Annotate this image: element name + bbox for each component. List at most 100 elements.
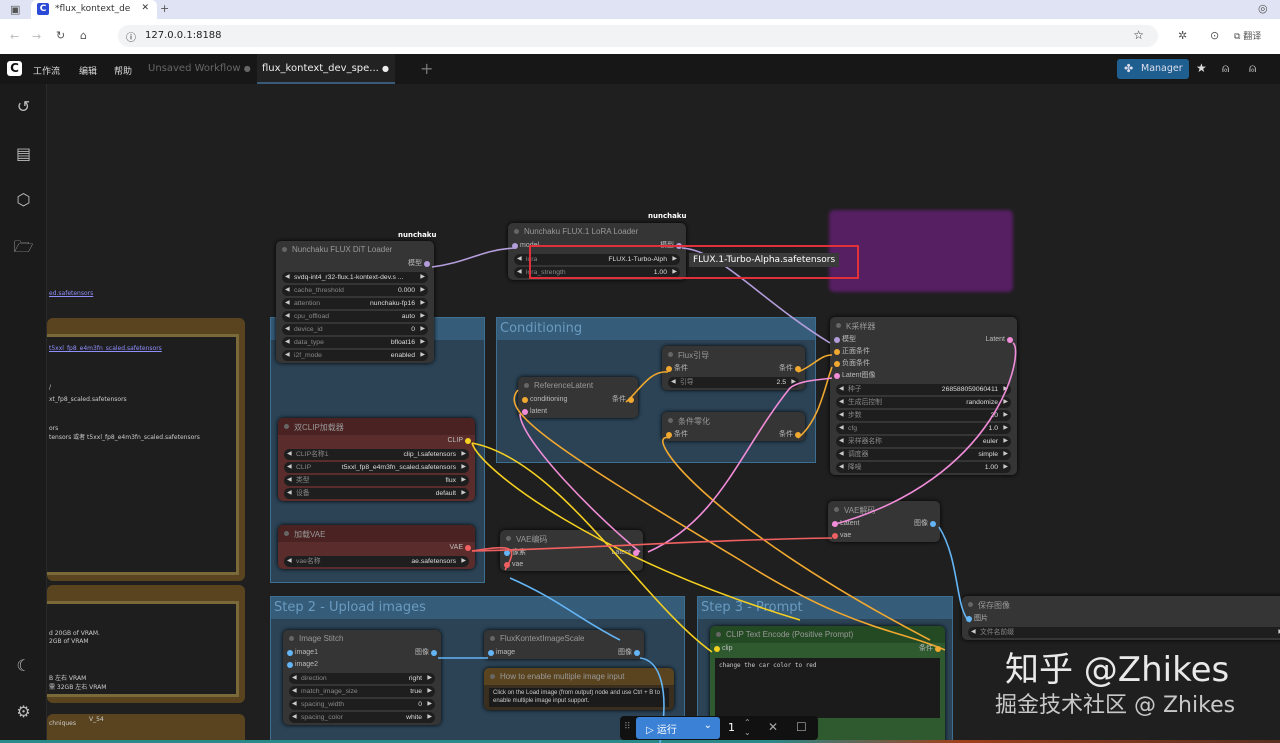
output-slot[interactable]: 图像 bbox=[618, 647, 640, 659]
translate-button[interactable]: ⧉ 翻译 bbox=[1234, 32, 1262, 42]
widget-direction[interactable]: direction right bbox=[289, 673, 435, 684]
node-title[interactable]: 加载VAE bbox=[278, 525, 475, 542]
menu-help[interactable]: 帮助 bbox=[114, 67, 133, 77]
model-icon-2[interactable]: ⍝ bbox=[1249, 61, 1257, 75]
output-slot[interactable]: 条件 bbox=[779, 363, 801, 375]
widget-clip-1[interactable]: CLIP名称1 clip_l.safetensors bbox=[284, 449, 469, 460]
node-dual-clip[interactable]: 双CLIP加载器CLIPCLIP名称1clip_l.safetensorsCLI… bbox=[278, 418, 475, 501]
node-cond-zero[interactable]: 条件零化 条件 条件 bbox=[662, 412, 805, 441]
widget--[interactable]: 采样器名称 euler bbox=[836, 436, 1011, 447]
node-lora-loader[interactable]: Nunchaku FLUX.1 LoRA Loadermodel模型loraFL… bbox=[508, 223, 686, 280]
widget-cpu-offload[interactable]: cpu_offload auto bbox=[282, 311, 428, 322]
widget--[interactable]: 设备 default bbox=[284, 488, 469, 499]
node-image-stitch[interactable]: Image Stitch image1 图像 image2 direction right… bbox=[283, 630, 441, 725]
slot-dot-icon[interactable] bbox=[431, 650, 437, 656]
manager-button[interactable]: ✤ Manager bbox=[1117, 59, 1189, 79]
slot-dot-icon[interactable] bbox=[666, 366, 672, 372]
node-vae-decode[interactable]: VAE解码 Latent 图像 vae bbox=[828, 501, 940, 542]
output-slot[interactable]: CLIP bbox=[447, 435, 471, 447]
batch-count-input[interactable]: 1 bbox=[728, 721, 735, 734]
menu-workflow[interactable]: 工作流 bbox=[33, 67, 61, 77]
slot-dot-icon[interactable] bbox=[834, 349, 840, 355]
node-title[interactable]: 保存图像 bbox=[962, 596, 1280, 613]
input-slot[interactable]: 像素 bbox=[504, 547, 526, 559]
widget--[interactable]: 降噪 1.00 bbox=[836, 462, 1011, 473]
input-slot[interactable]: Latent bbox=[832, 518, 859, 530]
slot-dot-icon[interactable] bbox=[504, 562, 510, 568]
output-slot[interactable]: 图像 bbox=[914, 518, 936, 530]
node-save-image[interactable]: 保存图像图片文件名前缀 bbox=[962, 596, 1280, 640]
browser-tab[interactable]: C *flux_kontext_de ✕ bbox=[31, 0, 157, 19]
widget-vae-[interactable]: vae名称 ae.safetensors bbox=[284, 556, 469, 567]
input-slot[interactable]: 正面条件 bbox=[834, 346, 870, 358]
widget-spacing-color[interactable]: spacing_color white bbox=[289, 712, 435, 723]
downloads-icon[interactable]: ⊙ bbox=[1210, 29, 1220, 42]
slot-dot-icon[interactable] bbox=[795, 432, 801, 438]
output-slot[interactable]: Latent bbox=[612, 547, 639, 559]
bypassed-node[interactable] bbox=[829, 210, 1013, 292]
input-slot[interactable]: 条件 bbox=[666, 429, 688, 441]
site-info-icon[interactable]: ⓘ bbox=[126, 33, 136, 44]
widget--[interactable]: 文件名前缀 bbox=[968, 627, 1280, 638]
widget-lora[interactable]: lora FLUX.1-Turbo-Alph bbox=[514, 254, 680, 265]
slot-dot-icon[interactable] bbox=[488, 650, 494, 656]
widget--[interactable]: 类型 flux bbox=[284, 475, 469, 486]
input-slot[interactable]: vae bbox=[504, 559, 523, 571]
slot-dot-icon[interactable] bbox=[628, 397, 634, 403]
widget--[interactable]: 调度器 simple bbox=[836, 449, 1011, 460]
node-library-cube-icon[interactable]: ⬡ bbox=[16, 190, 31, 209]
node-kontext-scale[interactable]: FluxKontextImageScale image 图像 bbox=[484, 630, 644, 659]
node-title[interactable]: Nunchaku FLUX.1 LoRA Loader bbox=[508, 223, 686, 240]
node-title[interactable]: Nunchaku FLUX DiT Loader bbox=[276, 241, 434, 258]
node-title[interactable]: How to enable multiple image input bbox=[484, 668, 674, 685]
new-workflow-tab-icon[interactable]: + bbox=[420, 59, 434, 78]
home-icon[interactable]: ⌂ bbox=[80, 29, 87, 42]
slot-dot-icon[interactable] bbox=[287, 650, 293, 656]
node-title[interactable]: VAE编码 bbox=[500, 530, 643, 547]
widget-model-name[interactable]: svdq-int4_r32-flux.1-kontext-dev.s ... bbox=[282, 272, 428, 283]
widget--[interactable]: 引导 2.5 bbox=[668, 377, 799, 388]
node-vae-encode[interactable]: VAE编码 像素 Latent vae bbox=[500, 530, 643, 571]
slot-dot-icon[interactable] bbox=[930, 521, 936, 527]
output-slot[interactable]: Latent bbox=[986, 334, 1013, 346]
node-note-multi[interactable]: How to enable multiple image input Click … bbox=[484, 668, 674, 710]
input-slot[interactable]: image bbox=[488, 647, 515, 659]
node-reference-latent[interactable]: ReferenceLatent conditioning 条件 latent bbox=[518, 377, 638, 418]
output-slot[interactable]: 图像 bbox=[415, 647, 437, 659]
model-icon-1[interactable]: ⍝ bbox=[1222, 61, 1230, 75]
url-field[interactable]: ⓘ 127.0.0.1:8188 ☆ bbox=[118, 25, 1158, 47]
node-title[interactable]: 双CLIP加载器 bbox=[278, 418, 475, 435]
slot-dot-icon[interactable] bbox=[795, 366, 801, 372]
text-area[interactable]: Click on the Load image (from output) no… bbox=[489, 688, 669, 707]
input-slot[interactable]: Latent图像 bbox=[834, 370, 875, 382]
back-icon[interactable]: ← bbox=[10, 30, 20, 43]
widget-attention[interactable]: attention nunchaku-fp16 bbox=[282, 298, 428, 309]
input-slot[interactable]: image1 bbox=[287, 647, 318, 659]
input-slot[interactable]: 模型 bbox=[834, 334, 856, 346]
slot-dot-icon[interactable] bbox=[633, 550, 639, 556]
input-slot[interactable]: vae bbox=[832, 530, 851, 542]
forward-icon[interactable]: → bbox=[32, 30, 42, 43]
slot-dot-icon[interactable] bbox=[522, 409, 528, 415]
workflows-folder-icon[interactable]: 🗁 bbox=[13, 237, 34, 256]
slot-dot-icon[interactable] bbox=[287, 662, 293, 668]
input-slot[interactable]: 图片 bbox=[966, 613, 988, 625]
run-mode-chevron-icon[interactable]: ⌄ bbox=[703, 720, 712, 731]
widget-device-id[interactable]: device_id 0 bbox=[282, 324, 428, 335]
input-slot[interactable]: image2 bbox=[287, 659, 318, 671]
slot-dot-icon[interactable] bbox=[1007, 337, 1013, 343]
slot-dot-icon[interactable] bbox=[832, 521, 838, 527]
slot-dot-icon[interactable] bbox=[834, 373, 840, 379]
run-button[interactable]: ▷ 运行 ⌄ bbox=[636, 717, 720, 739]
input-slot[interactable]: conditioning bbox=[522, 394, 567, 406]
widget-i2f-mode[interactable]: i2f_mode enabled bbox=[282, 350, 428, 361]
slot-dot-icon[interactable] bbox=[465, 438, 471, 444]
slot-dot-icon[interactable] bbox=[634, 650, 640, 656]
node-title[interactable]: CLIP Text Encode (Positive Prompt) bbox=[710, 626, 945, 643]
slot-dot-icon[interactable] bbox=[522, 397, 528, 403]
input-slot[interactable]: 负面条件 bbox=[834, 358, 870, 370]
slot-dot-icon[interactable] bbox=[714, 646, 720, 652]
output-slot[interactable]: 模型 bbox=[408, 258, 430, 270]
slot-dot-icon[interactable] bbox=[834, 337, 840, 343]
widget-match-image-size[interactable]: match_image_size true bbox=[289, 686, 435, 697]
